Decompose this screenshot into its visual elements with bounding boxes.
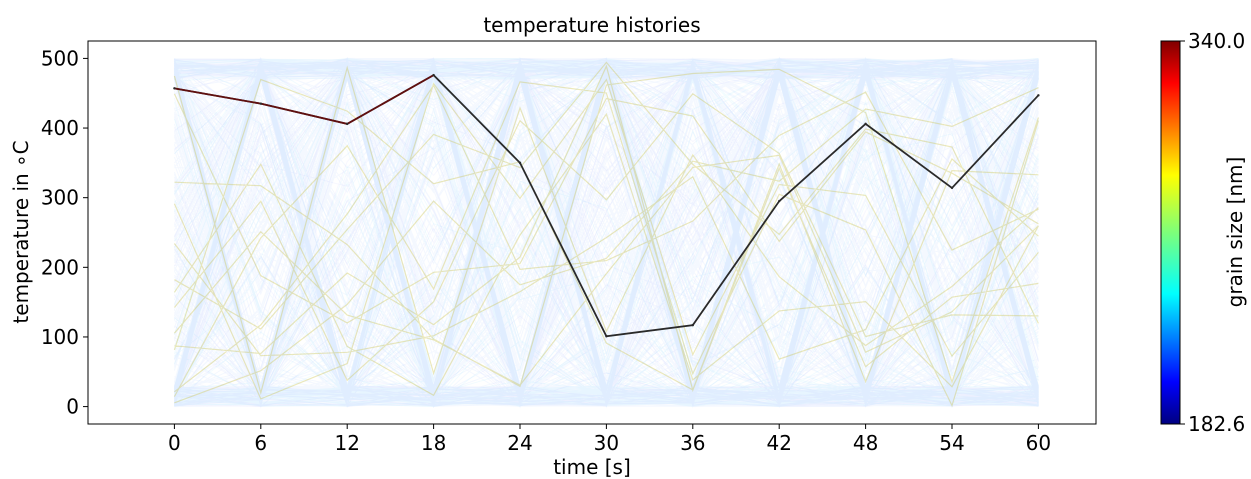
chart-title: temperature histories [483, 13, 700, 37]
x-tick-label: 18 [421, 431, 446, 455]
y-tick-label: 300 [41, 186, 79, 210]
colorbar: 340.0 182.6 grain size [nm] [1160, 29, 1247, 436]
series-point [432, 73, 435, 77]
y-tick-label: 500 [41, 46, 79, 70]
background-ensemble [173, 56, 1039, 409]
series-line-highlight-tint [174, 74, 435, 125]
colorbar-min-label: 182.6 [1188, 412, 1245, 436]
series-point [778, 199, 781, 203]
ensemble-lines-blue [173, 56, 1039, 409]
x-tick-label: 0 [168, 431, 181, 455]
x-tick-label: 42 [766, 431, 791, 455]
colorbar-gradient [1160, 40, 1181, 425]
series-point [518, 161, 522, 165]
colorbar-max-label: 340.0 [1188, 29, 1245, 53]
series-point [605, 335, 608, 338]
x-tick-label: 36 [680, 431, 705, 455]
y-tick-label: 400 [41, 116, 79, 140]
x-tick-label: 30 [594, 431, 619, 455]
series-point [950, 186, 954, 190]
series-point [691, 323, 694, 327]
y-tick-label: 100 [41, 325, 79, 349]
series-point [864, 122, 867, 126]
series-point [173, 87, 176, 90]
x-axis: 0 6 12 18 24 30 36 42 48 54 60 [168, 424, 1051, 455]
ensemble-lines-cyan [173, 57, 1039, 409]
plot-frame [87, 40, 1097, 425]
series-point [346, 122, 349, 126]
x-tick-label: 48 [853, 431, 878, 455]
x-axis-label: time [s] [553, 455, 631, 479]
series-point [259, 102, 262, 105]
series-point [1037, 94, 1040, 97]
y-tick-label: 200 [41, 255, 79, 279]
y-axis: 0 100 200 300 400 500 [41, 46, 88, 419]
plot-background [88, 41, 1096, 424]
highlight-series-group [173, 73, 1040, 338]
x-tick-label: 60 [1026, 431, 1051, 455]
x-tick-label: 12 [334, 431, 359, 455]
ensemble-lines-yellow [173, 61, 1039, 408]
x-tick-label: 24 [507, 431, 532, 455]
colorbar-label: grain size [nm] [1223, 157, 1247, 308]
x-tick-label: 6 [254, 431, 267, 455]
y-tick-label: 0 [66, 395, 79, 419]
y-axis-label: temperature in ∘C [9, 140, 33, 323]
plot-area [87, 40, 1097, 425]
x-tick-label: 54 [939, 431, 964, 455]
ensemble-lines-purple [173, 56, 1039, 409]
